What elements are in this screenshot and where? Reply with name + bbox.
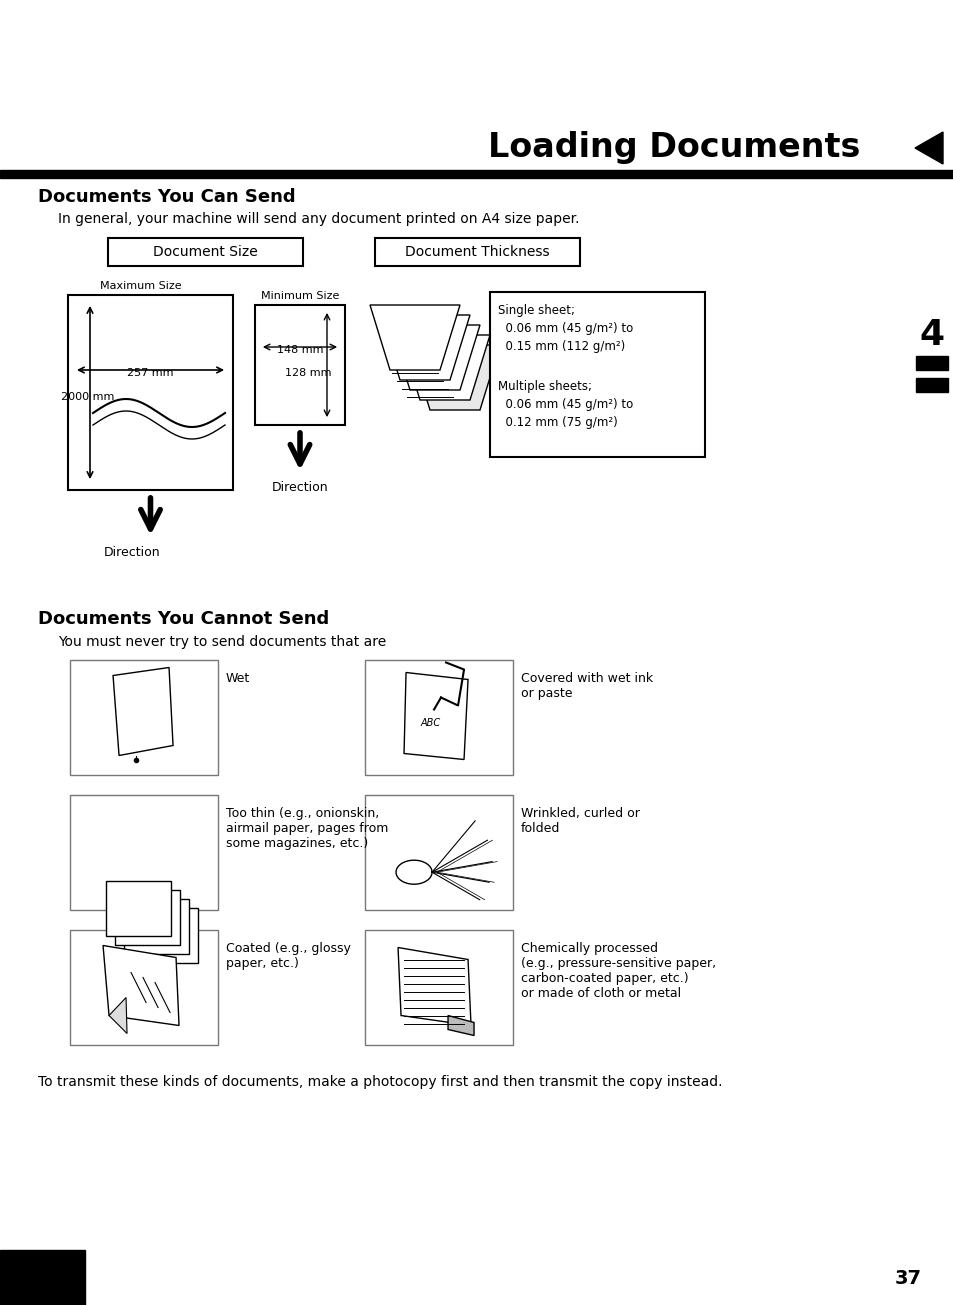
Bar — [365, 930, 513, 1045]
Polygon shape — [109, 997, 127, 1034]
Text: Too thin (e.g., onionskin,
airmail paper, pages from
some magazines, etc.): Too thin (e.g., onionskin, airmail paper… — [226, 806, 388, 850]
Text: 4: 4 — [919, 318, 943, 352]
Text: 128 mm: 128 mm — [284, 368, 331, 378]
Bar — [490, 292, 704, 457]
Polygon shape — [399, 335, 490, 401]
Bar — [68, 295, 233, 489]
Text: Loading Documents: Loading Documents — [487, 132, 859, 164]
Text: To transmit these kinds of documents, make a photocopy first and then transmit t: To transmit these kinds of documents, ma… — [38, 1075, 721, 1088]
Bar — [365, 795, 513, 910]
Text: Document Size: Document Size — [153, 245, 257, 258]
Text: ABC: ABC — [420, 718, 440, 727]
Polygon shape — [914, 132, 942, 164]
Bar — [70, 930, 218, 1045]
Text: Documents You Can Send: Documents You Can Send — [38, 188, 295, 206]
Text: Chemically processed
(e.g., pressure-sensitive paper,
carbon-coated paper, etc.): Chemically processed (e.g., pressure-sen… — [520, 942, 716, 1000]
Bar — [0, 1250, 85, 1305]
Text: In general, your machine will send any document printed on A4 size paper.: In general, your machine will send any d… — [58, 211, 578, 226]
Polygon shape — [115, 890, 180, 945]
Polygon shape — [379, 315, 470, 380]
Bar — [365, 660, 513, 775]
Polygon shape — [370, 305, 459, 371]
Bar — [915, 356, 947, 371]
Polygon shape — [124, 899, 189, 954]
Text: You must never try to send documents that are: You must never try to send documents tha… — [58, 636, 386, 649]
Polygon shape — [112, 667, 172, 756]
Bar — [108, 238, 303, 266]
Text: Maximum Size: Maximum Size — [99, 281, 181, 291]
Text: Direction: Direction — [272, 482, 328, 495]
Text: Wet: Wet — [226, 672, 250, 685]
Polygon shape — [448, 1015, 474, 1035]
Text: Direction: Direction — [104, 545, 161, 559]
Text: Document Thickness: Document Thickness — [405, 245, 549, 258]
Text: 257 mm: 257 mm — [127, 368, 173, 378]
Text: Covered with wet ink
or paste: Covered with wet ink or paste — [520, 672, 653, 699]
Bar — [915, 378, 947, 392]
Polygon shape — [106, 881, 171, 936]
Bar — [70, 795, 218, 910]
Bar — [254, 305, 345, 425]
Text: 148 mm: 148 mm — [276, 345, 323, 355]
Text: Wrinkled, curled or
folded: Wrinkled, curled or folded — [520, 806, 639, 835]
Text: 37: 37 — [894, 1268, 921, 1288]
Bar — [375, 238, 579, 266]
Polygon shape — [132, 908, 198, 963]
Text: Minimum Size: Minimum Size — [260, 291, 339, 301]
Text: Documents You Cannot Send: Documents You Cannot Send — [38, 609, 329, 628]
Polygon shape — [404, 672, 468, 760]
Text: Coated (e.g., glossy
paper, etc.): Coated (e.g., glossy paper, etc.) — [226, 942, 351, 970]
Polygon shape — [397, 947, 471, 1026]
Polygon shape — [103, 946, 179, 1026]
Bar — [70, 660, 218, 775]
Polygon shape — [390, 325, 479, 390]
Text: 2000 mm: 2000 mm — [61, 393, 114, 402]
Text: Single sheet;
  0.06 mm (45 g/m²) to
  0.15 mm (112 g/m²): Single sheet; 0.06 mm (45 g/m²) to 0.15 … — [497, 304, 633, 352]
Text: Multiple sheets;
  0.06 mm (45 g/m²) to
  0.12 mm (75 g/m²): Multiple sheets; 0.06 mm (45 g/m²) to 0.… — [497, 380, 633, 429]
Bar — [0, 170, 953, 177]
Polygon shape — [410, 345, 499, 410]
